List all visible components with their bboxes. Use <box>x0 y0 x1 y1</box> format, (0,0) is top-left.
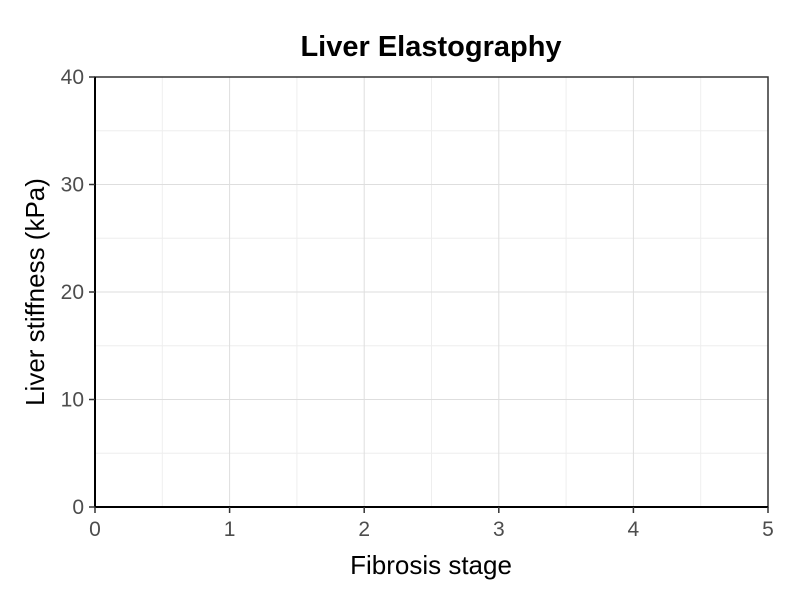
x-axis-title: Fibrosis stage <box>350 550 512 580</box>
y-tick-label: 20 <box>61 281 84 304</box>
y-tick-label: 40 <box>61 66 84 89</box>
chart-title: Liver Elastography <box>300 31 561 63</box>
x-tick-label: 1 <box>224 518 236 541</box>
x-tick-label: 3 <box>493 518 505 541</box>
y-tick-label: 30 <box>61 174 84 197</box>
grid-lines <box>94 76 769 508</box>
y-axis-title: Liver stiffness (kPa) <box>20 178 50 406</box>
x-tick-label: 4 <box>628 518 640 541</box>
y-tick-label: 10 <box>61 389 84 412</box>
y-tick-label: 0 <box>72 496 84 519</box>
x-tick-label: 5 <box>762 518 774 541</box>
x-tick-label: 0 <box>89 518 101 541</box>
axis-ticks: 0 1 2 3 4 5 0 10 20 30 40 <box>61 66 774 541</box>
x-tick-label: 2 <box>358 518 370 541</box>
